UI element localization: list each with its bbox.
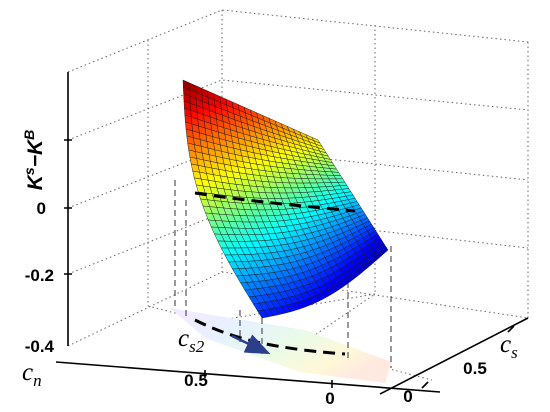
floor-projection	[170, 308, 392, 383]
surface-mesh	[182, 79, 389, 319]
z-tick-label: -0.4	[25, 337, 55, 356]
surface-dashed-curve	[194, 191, 356, 213]
z-axis-label: Ks−KB	[21, 130, 47, 191]
y-axis-label: cs	[500, 331, 518, 362]
z-tick-label: -0.2	[25, 266, 54, 285]
cs2-arrow	[231, 334, 271, 355]
x-tick-label: 0	[325, 389, 334, 408]
surface-cell	[379, 246, 389, 256]
y-tick-label: 0	[403, 387, 412, 406]
x-tick-label: 0.5	[184, 371, 208, 390]
axes	[55, 72, 529, 395]
cs2-annotation: cs2	[178, 325, 205, 356]
x-axis-label: cn	[22, 359, 42, 390]
y-tick-label: 0.5	[463, 359, 487, 378]
z-tick-label: 0	[37, 199, 46, 218]
